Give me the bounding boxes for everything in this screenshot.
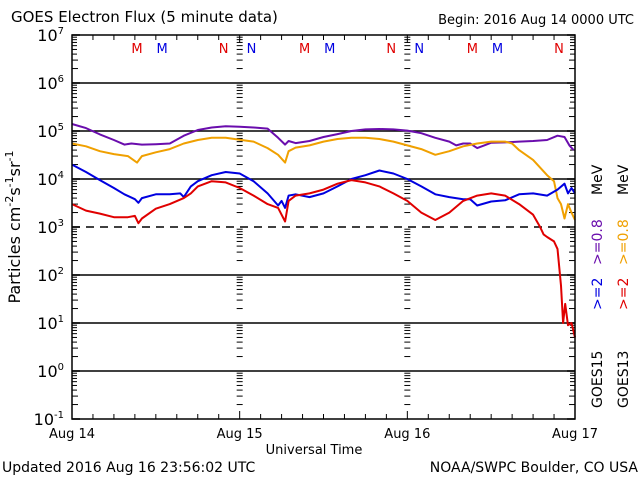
event-marker: M — [157, 42, 168, 57]
updated-label: Updated 2016 Aug 16 23:56:02 UTC — [2, 460, 255, 476]
begin-label: Begin: 2016 Aug 14 0000 UTC — [438, 13, 634, 28]
event-marker: M — [492, 42, 503, 57]
x-tick-label: Aug 15 — [217, 427, 263, 442]
data-series — [71, 123, 576, 338]
event-marker: M — [299, 42, 310, 57]
legend-item: MeV — [616, 164, 632, 195]
grid-lines — [72, 82, 575, 372]
x-tick-labels: Aug 14 Aug 15 Aug 16 Aug 17 — [49, 427, 598, 442]
event-marker: M — [131, 42, 142, 57]
event-marker: N — [386, 42, 396, 57]
event-marker: N — [247, 42, 257, 57]
x-tick-label: Aug 14 — [49, 427, 95, 442]
series-line — [71, 136, 576, 221]
legend: GOES15 >=2 >=0.8 MeV GOES13 >=2 >=0.8 MeV — [590, 164, 632, 408]
y-tick-label: 105 — [37, 122, 64, 141]
credit-label: NOAA/SWPC Boulder, CO USA — [430, 460, 639, 476]
series-line — [71, 163, 576, 209]
legend-item: GOES15 — [590, 351, 606, 408]
y-tick-label: 104 — [37, 170, 64, 189]
event-marker: M — [467, 42, 478, 57]
legend-item: >=0.8 — [616, 219, 632, 265]
y-tick-label: 10-1 — [34, 410, 64, 429]
legend-item: GOES13 — [616, 351, 632, 408]
y-tick-labels: 107 106 105 104 103 102 101 100 10-1 — [34, 26, 64, 429]
event-marker: M — [324, 42, 335, 57]
y-tick-label: 103 — [37, 218, 64, 237]
legend-item: >=2 — [590, 278, 606, 310]
event-marker: N — [554, 42, 564, 57]
chart-title: GOES Electron Flux (5 minute data) — [11, 8, 278, 26]
plot-frame — [71, 34, 576, 420]
y-tick-label: 107 — [37, 26, 64, 45]
y-tick-label: 100 — [37, 362, 64, 381]
y-axis-label: Particles cm-2s-1sr-1 — [3, 150, 24, 303]
x-tick-label: Aug 17 — [552, 427, 598, 442]
series-line — [71, 179, 576, 338]
legend-item: >=0.8 — [590, 219, 606, 265]
y-tick-label: 106 — [37, 74, 64, 93]
y-tick-label: 101 — [37, 314, 64, 333]
event-marker: N — [414, 42, 424, 57]
legend-item: MeV — [590, 164, 606, 195]
legend-item: >=2 — [616, 278, 632, 310]
y-tick-label: 102 — [37, 266, 64, 285]
event-marker: N — [219, 42, 229, 57]
x-tick-label: Aug 16 — [384, 427, 430, 442]
x-axis-label: Universal Time — [266, 443, 363, 458]
